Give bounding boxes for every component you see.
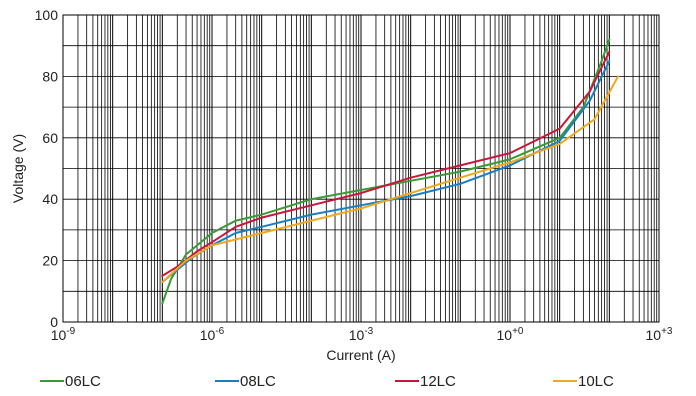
y-tick-label: 20	[42, 253, 58, 269]
x-tick-label: 10-3	[349, 326, 374, 343]
major-gridlines	[62, 15, 659, 322]
x-tick-label: 10+0	[497, 326, 524, 343]
x-axis-ticks: 10-9 10-6 10-3 10+0 10+3	[51, 326, 673, 343]
plot-frame	[62, 14, 660, 323]
y-axis-ticks: 0 20 40 60 80 100	[35, 7, 59, 330]
legend-label-10lc: 10LC	[578, 373, 614, 390]
y-tick-label: 0	[50, 314, 58, 330]
y-tick-label: 40	[42, 191, 58, 207]
legend-label-08lc: 08LC	[240, 373, 276, 390]
y-tick-label: 60	[42, 130, 58, 146]
series-line-12lc	[161, 50, 611, 277]
y-tick-label: 80	[42, 68, 58, 84]
x-tick-label: 10-6	[200, 326, 225, 343]
legend-label-12lc: 12LC	[420, 373, 456, 390]
x-axis-title: Current (A)	[326, 347, 395, 363]
series-line-08lc	[161, 60, 611, 284]
y-tick-label: 100	[35, 7, 59, 23]
series-line-06lc	[161, 38, 611, 305]
legend-label-06lc: 06LC	[65, 373, 101, 390]
series-lines	[161, 38, 620, 305]
series-line-10lc	[161, 75, 620, 284]
y-axis-title: Voltage (V)	[10, 134, 26, 203]
legend: 06LC 08LC 12LC 10LC	[40, 373, 614, 390]
x-tick-label: 10+3	[646, 326, 673, 343]
x-tick-label: 10-9	[51, 326, 76, 343]
